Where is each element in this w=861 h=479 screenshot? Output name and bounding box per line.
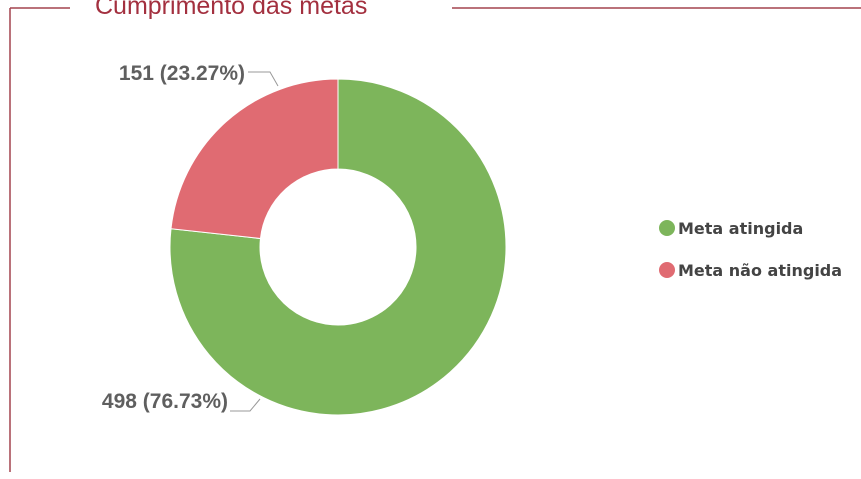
slice [169,78,507,416]
legend-label: Meta atingida [678,219,803,238]
legend-swatch [659,262,675,278]
legend-swatch [659,220,675,236]
data-label: 498 (76.73%) [101,390,228,413]
leader-line [248,71,279,87]
slice [170,78,339,240]
leader-line [230,398,261,412]
legend-label: Meta não atingida [678,261,842,280]
data-label: 151 (23.27%) [118,62,245,85]
chart-title: Cumprimento das metas [95,0,367,20]
